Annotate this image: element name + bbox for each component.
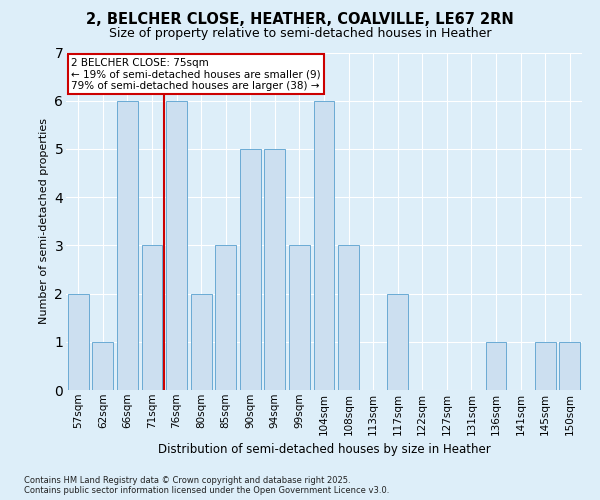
Bar <box>265 149 286 390</box>
Bar <box>166 100 187 390</box>
Text: Size of property relative to semi-detached houses in Heather: Size of property relative to semi-detach… <box>109 28 491 40</box>
Text: 2 BELCHER CLOSE: 75sqm
← 19% of semi-detached houses are smaller (9)
79% of semi: 2 BELCHER CLOSE: 75sqm ← 19% of semi-det… <box>71 58 321 91</box>
Bar <box>240 149 261 390</box>
Text: Contains HM Land Registry data © Crown copyright and database right 2025.
Contai: Contains HM Land Registry data © Crown c… <box>24 476 389 495</box>
Bar <box>387 294 408 390</box>
Bar <box>215 246 236 390</box>
Bar <box>535 342 556 390</box>
Y-axis label: Number of semi-detached properties: Number of semi-detached properties <box>39 118 49 324</box>
Bar <box>485 342 506 390</box>
Bar <box>338 246 359 390</box>
Bar <box>314 100 334 390</box>
Bar <box>68 294 89 390</box>
Bar <box>117 100 138 390</box>
Bar <box>191 294 212 390</box>
X-axis label: Distribution of semi-detached houses by size in Heather: Distribution of semi-detached houses by … <box>158 443 490 456</box>
Bar <box>289 246 310 390</box>
Bar <box>559 342 580 390</box>
Bar <box>92 342 113 390</box>
Bar <box>142 246 163 390</box>
Text: 2, BELCHER CLOSE, HEATHER, COALVILLE, LE67 2RN: 2, BELCHER CLOSE, HEATHER, COALVILLE, LE… <box>86 12 514 28</box>
